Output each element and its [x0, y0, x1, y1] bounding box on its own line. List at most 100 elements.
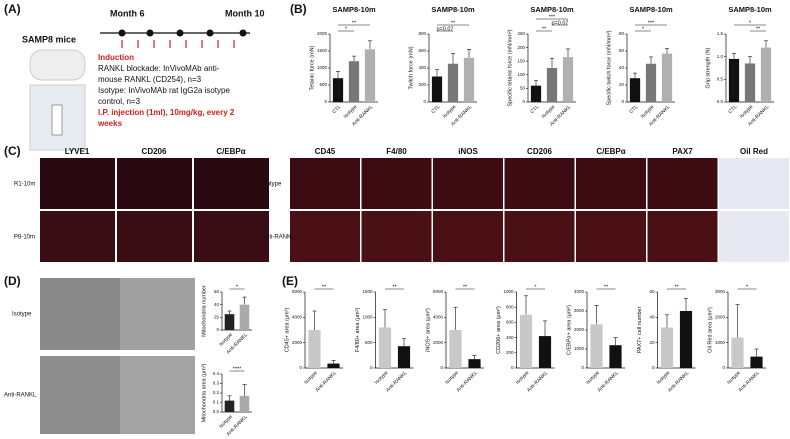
micrograph — [647, 158, 718, 209]
y-axis-label: PAX7+ cell number — [637, 306, 643, 353]
column-label: C/EBPα — [216, 147, 245, 156]
y-tick-label: 0 — [299, 365, 302, 370]
y-tick-label: 0 — [440, 365, 443, 370]
significance: * — [534, 284, 537, 290]
micrograph — [40, 158, 115, 209]
y-tick-label: 4000 — [433, 315, 444, 320]
micrograph — [719, 158, 789, 209]
y-tick-label: 800 — [506, 304, 514, 309]
column-label: iNOS — [458, 147, 478, 156]
bar — [519, 314, 533, 368]
y-tick-label: 0.4 — [213, 371, 220, 376]
y-axis-label: Twitch force (mN) — [408, 46, 414, 89]
bar — [468, 359, 481, 368]
chart-title: SAMP8-10m — [530, 5, 574, 14]
y-tick-label: 0 — [621, 99, 624, 104]
x-tick-label: Anti-RANKL — [315, 370, 338, 393]
row-label: Isotype — [262, 182, 282, 188]
micrograph — [719, 211, 789, 262]
significance: *** — [549, 14, 556, 20]
y-tick-label: 100 — [517, 72, 525, 77]
y-tick-label: 0 — [522, 99, 525, 104]
micrograph — [194, 158, 269, 209]
significance: ** — [604, 284, 609, 290]
panel-label: (A) — [4, 2, 21, 16]
y-tick-label: 0 — [511, 365, 514, 370]
y-tick-label: 0.5 — [717, 77, 724, 82]
y-tick-label: 1500 — [317, 48, 328, 53]
note: mouse RANKL (CD254), n=3 — [98, 75, 202, 84]
micrograph — [647, 211, 718, 262]
x-tick-label: Anti-RANKL — [738, 370, 761, 393]
timeline-start: Month 6 — [110, 8, 145, 18]
bar — [378, 327, 392, 368]
y-axis-label: F4/80+ area (μm²) — [355, 308, 361, 353]
micrograph — [290, 211, 360, 262]
micrograph — [117, 211, 192, 262]
bar — [744, 63, 756, 102]
chart-title: SAMP8-10m — [728, 5, 772, 14]
y-tick-label: 2000 — [433, 340, 444, 345]
y-tick-label: 20 — [619, 82, 625, 87]
column-label: CD206 — [527, 147, 552, 156]
bar — [463, 57, 475, 102]
bar — [224, 314, 235, 330]
bar — [364, 49, 376, 102]
panel-label: (E) — [282, 274, 298, 288]
y-tick-label: 2000 — [574, 327, 585, 332]
row-label: Anti-RANKL — [4, 393, 37, 399]
y-axis-label: C/EBPα+ area (μm²) — [566, 305, 572, 355]
y-tick-label: 200 — [517, 45, 525, 50]
y-tick-label: 0.0 — [717, 99, 724, 104]
y-axis-label: Mitochondria area (μm²) — [201, 363, 207, 422]
row-label: Anti-RANKL — [262, 235, 295, 241]
y-tick-label: 1000 — [362, 315, 373, 320]
y-tick-label: 2000 — [292, 340, 303, 345]
micrograph — [117, 158, 192, 209]
bar — [327, 363, 340, 368]
y-tick-label: 200 — [418, 82, 426, 87]
y-tick-label: 0 — [216, 327, 219, 332]
vial — [51, 104, 63, 136]
bar — [679, 311, 693, 368]
micrograph — [361, 211, 432, 262]
y-tick-label: 20 — [214, 315, 220, 320]
bar — [609, 345, 622, 368]
bar — [546, 68, 558, 102]
bar — [538, 336, 552, 368]
significance: **** — [233, 366, 242, 372]
significance: ** — [451, 20, 456, 26]
bar — [239, 395, 250, 412]
significance: p=0.07 — [552, 20, 569, 26]
x-tick-label: CTL — [727, 104, 738, 115]
y-tick-label: 6000 — [433, 289, 444, 294]
bar — [308, 330, 321, 368]
chart-title: SAMP8-10m — [431, 5, 475, 14]
significance: * — [345, 26, 348, 32]
micrograph — [433, 211, 503, 262]
y-tick-label: 1000 — [503, 289, 514, 294]
micrograph — [361, 158, 432, 209]
y-axis-label: Mitochondria number — [201, 285, 207, 337]
column-label: Oil Red — [740, 147, 768, 156]
significance: *** — [648, 20, 655, 26]
note: I.P. injection (1ml), 10mg/kg, every 2 — [98, 108, 235, 117]
note: weeks — [97, 119, 123, 128]
y-tick-label: 600 — [506, 320, 514, 325]
significance: * — [746, 284, 749, 290]
bar — [224, 400, 235, 412]
y-tick-label: 800 — [418, 31, 426, 36]
y-axis-label: Specific tetanic force (mN/mm²) — [507, 29, 513, 106]
significance: ** — [674, 284, 679, 290]
micrograph — [504, 158, 575, 209]
bar — [661, 53, 673, 102]
significance: p=0.07 — [437, 26, 454, 32]
em-zoom — [120, 356, 195, 434]
y-tick-label: 40 — [619, 65, 625, 70]
bar — [590, 324, 603, 368]
y-tick-label: 40 — [214, 302, 220, 307]
timeline-end: Month 10 — [225, 8, 265, 18]
y-tick-label: 3000 — [715, 289, 726, 294]
x-tick-label: Isotype — [374, 370, 390, 386]
